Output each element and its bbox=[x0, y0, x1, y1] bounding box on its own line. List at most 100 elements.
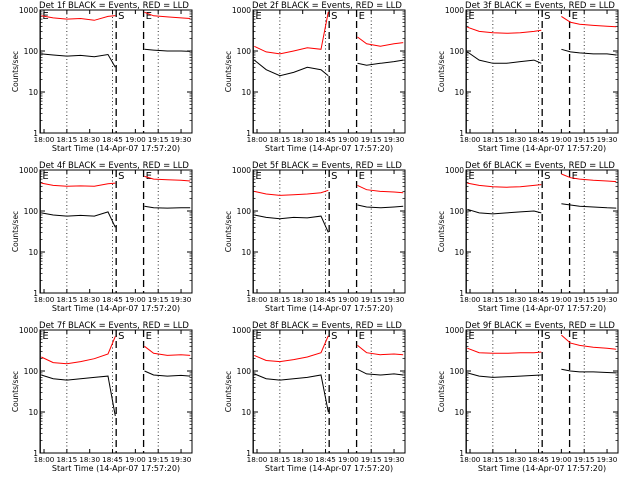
x-tick-label: 19:15 bbox=[148, 135, 169, 144]
x-tick-label: 18:45 bbox=[528, 135, 549, 144]
y-tick-label: 10 bbox=[28, 248, 38, 257]
x-tick-label: 18:30 bbox=[79, 455, 100, 464]
y-tick-label: 10 bbox=[28, 88, 38, 97]
x-tick-label: 18:30 bbox=[79, 135, 100, 144]
chart-panel-8: Det 8f BLACK = Events, RED = LLD 1 10 100 10… bbox=[224, 321, 406, 473]
marker-label: S bbox=[118, 11, 124, 22]
y-tick-label: 1000 bbox=[19, 166, 38, 175]
x-tick-label: 18:45 bbox=[528, 295, 549, 304]
y-tick-label: 100 bbox=[24, 47, 39, 56]
series-line-lld bbox=[357, 345, 404, 356]
marker-label: E bbox=[572, 11, 578, 22]
x-tick-label: 19:00 bbox=[551, 455, 572, 464]
series-line-lld bbox=[41, 15, 116, 21]
chart-panel-9: Det 9f BLACK = Events, RED = LLD 1 10 100 10… bbox=[437, 321, 619, 473]
y-tick-label: 100 bbox=[237, 367, 252, 376]
y-tick-label: 1 bbox=[33, 449, 38, 458]
y-axis-label: Counts/sec bbox=[437, 371, 446, 412]
x-tick-label: 18:15 bbox=[269, 455, 290, 464]
marker-label: E bbox=[42, 171, 48, 182]
series-line-lld bbox=[254, 11, 329, 55]
series-line-lld bbox=[144, 345, 191, 356]
series-line-lld bbox=[41, 182, 116, 187]
x-tick-label: 18:30 bbox=[505, 135, 526, 144]
y-axis-label: Counts/sec bbox=[11, 51, 20, 92]
x-tick-label: 19:15 bbox=[361, 135, 382, 144]
x-tick-label: 18:00 bbox=[460, 295, 481, 304]
x-tick-label: 18:15 bbox=[269, 295, 290, 304]
marker-label: E bbox=[255, 171, 261, 182]
x-tick-label: 18:45 bbox=[102, 135, 123, 144]
x-tick-label: 19:15 bbox=[574, 295, 595, 304]
x-tick-label: 19:30 bbox=[384, 455, 405, 464]
y-tick-label: 1 bbox=[459, 129, 464, 138]
series-line-lld bbox=[467, 347, 542, 354]
y-axis-label: Counts/sec bbox=[437, 211, 446, 252]
x-tick-label: 18:45 bbox=[315, 295, 336, 304]
y-axis-label: Counts/sec bbox=[11, 371, 20, 412]
y-tick-label: 1000 bbox=[232, 166, 251, 175]
y-tick-label: 10 bbox=[241, 408, 251, 417]
chart-title: Det 1f BLACK = Events, RED = LLD bbox=[39, 1, 189, 11]
x-axis-label: Start Time (14-Apr-07 17:57:20) bbox=[52, 464, 180, 473]
series-line-lld bbox=[561, 334, 617, 350]
marker-label: S bbox=[544, 331, 550, 342]
series-line-lld bbox=[254, 335, 329, 363]
y-tick-label: 100 bbox=[237, 47, 252, 56]
x-tick-label: 19:00 bbox=[125, 455, 146, 464]
chart-title: Det 8f BLACK = Events, RED = LLD bbox=[252, 321, 402, 331]
y-tick-label: 1000 bbox=[445, 6, 464, 15]
chart-panel-1: Det 1f BLACK = Events, RED = LLD 1 10 100 10… bbox=[11, 1, 193, 153]
x-tick-label: 19:00 bbox=[125, 295, 146, 304]
series-line-events bbox=[561, 368, 617, 374]
x-tick-label: 18:45 bbox=[102, 455, 123, 464]
series-line-events bbox=[254, 214, 329, 233]
x-tick-label: 18:00 bbox=[460, 455, 481, 464]
x-tick-label: 18:15 bbox=[56, 295, 77, 304]
chart-panel-7: Det 7f BLACK = Events, RED = LLD 1 10 100 10… bbox=[11, 321, 193, 473]
x-tick-label: 19:00 bbox=[338, 295, 359, 304]
x-tick-label: 18:00 bbox=[247, 295, 268, 304]
x-tick-label: 18:00 bbox=[247, 455, 268, 464]
x-axis-label: Start Time (14-Apr-07 17:57:20) bbox=[265, 144, 393, 153]
series-line-events bbox=[357, 204, 404, 209]
series-line-lld bbox=[467, 26, 542, 34]
x-axis-label: Start Time (14-Apr-07 17:57:20) bbox=[52, 304, 180, 313]
y-axis-label: Counts/sec bbox=[224, 371, 233, 412]
series-line-events bbox=[144, 370, 191, 377]
series-line-lld bbox=[144, 11, 191, 19]
y-tick-label: 10 bbox=[454, 88, 464, 97]
x-tick-label: 18:45 bbox=[315, 135, 336, 144]
series-line-events bbox=[254, 373, 329, 413]
x-tick-label: 18:15 bbox=[482, 295, 503, 304]
x-tick-label: 18:45 bbox=[528, 455, 549, 464]
marker-label: E bbox=[42, 331, 48, 342]
chart-panel-2: Det 2f BLACK = Events, RED = LLD 1 10 100 10… bbox=[224, 1, 406, 153]
y-tick-label: 1000 bbox=[232, 6, 251, 15]
y-tick-label: 100 bbox=[450, 367, 465, 376]
x-tick-label: 19:30 bbox=[171, 135, 192, 144]
chart-title: Det 7f BLACK = Events, RED = LLD bbox=[39, 321, 189, 331]
x-axis-label: Start Time (14-Apr-07 17:57:20) bbox=[52, 144, 180, 153]
x-tick-label: 18:45 bbox=[315, 455, 336, 464]
x-axis-label: Start Time (14-Apr-07 17:57:20) bbox=[478, 304, 606, 313]
y-axis-label: Counts/sec bbox=[224, 211, 233, 252]
x-tick-label: 19:00 bbox=[551, 295, 572, 304]
series-line-events bbox=[467, 208, 542, 215]
y-tick-label: 1 bbox=[459, 449, 464, 458]
x-tick-label: 19:30 bbox=[171, 295, 192, 304]
chart-panel-4: Det 4f BLACK = Events, RED = LLD 1 10 100 10… bbox=[11, 161, 193, 313]
x-tick-label: 18:15 bbox=[482, 455, 503, 464]
y-axis-label: Counts/sec bbox=[224, 51, 233, 92]
y-axis-label: Counts/sec bbox=[437, 51, 446, 92]
x-tick-label: 19:15 bbox=[148, 455, 169, 464]
marker-label: E bbox=[572, 331, 578, 342]
y-tick-label: 10 bbox=[28, 408, 38, 417]
chart-title: Det 6f BLACK = Events, RED = LLD bbox=[465, 161, 615, 171]
x-tick-label: 18:15 bbox=[56, 135, 77, 144]
series-line-events bbox=[41, 374, 116, 417]
x-tick-label: 18:00 bbox=[34, 455, 55, 464]
marker-label: E bbox=[255, 331, 261, 342]
y-tick-label: 1000 bbox=[19, 326, 38, 335]
x-tick-label: 18:45 bbox=[102, 295, 123, 304]
